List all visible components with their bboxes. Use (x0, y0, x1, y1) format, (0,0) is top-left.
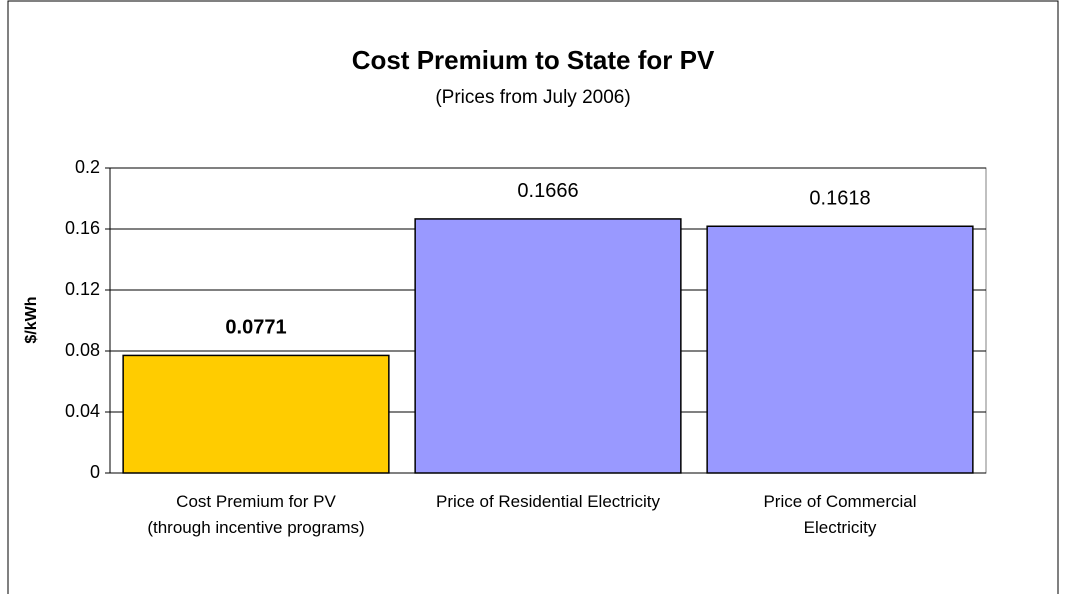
y-tick-label: 0.2 (75, 157, 100, 177)
bar (122, 354, 390, 474)
y-tick-label: 0 (90, 462, 100, 482)
y-tick-label: 0.12 (65, 279, 100, 299)
data-label: 0.1618 (809, 188, 870, 210)
chart-subtitle: (Prices from July 2006) (435, 87, 630, 108)
y-axis-label: $/kWh (23, 296, 40, 343)
data-label: 0.1666 (517, 180, 578, 202)
y-tick-label: 0.16 (65, 218, 100, 238)
bar (706, 225, 974, 474)
x-tick-label: Price of Commercial Electricity (763, 492, 917, 537)
bar (414, 218, 682, 474)
y-tick-label: 0.04 (65, 401, 100, 421)
x-tick-label: Price of Residential Electricity (436, 492, 660, 511)
x-tick-label: Cost Premium for PV (through incentive p… (147, 492, 365, 537)
y-tick-label: 0.08 (65, 340, 100, 360)
chart-title: Cost Premium to State for PV (352, 45, 715, 75)
data-label: 0.0771 (225, 317, 286, 339)
